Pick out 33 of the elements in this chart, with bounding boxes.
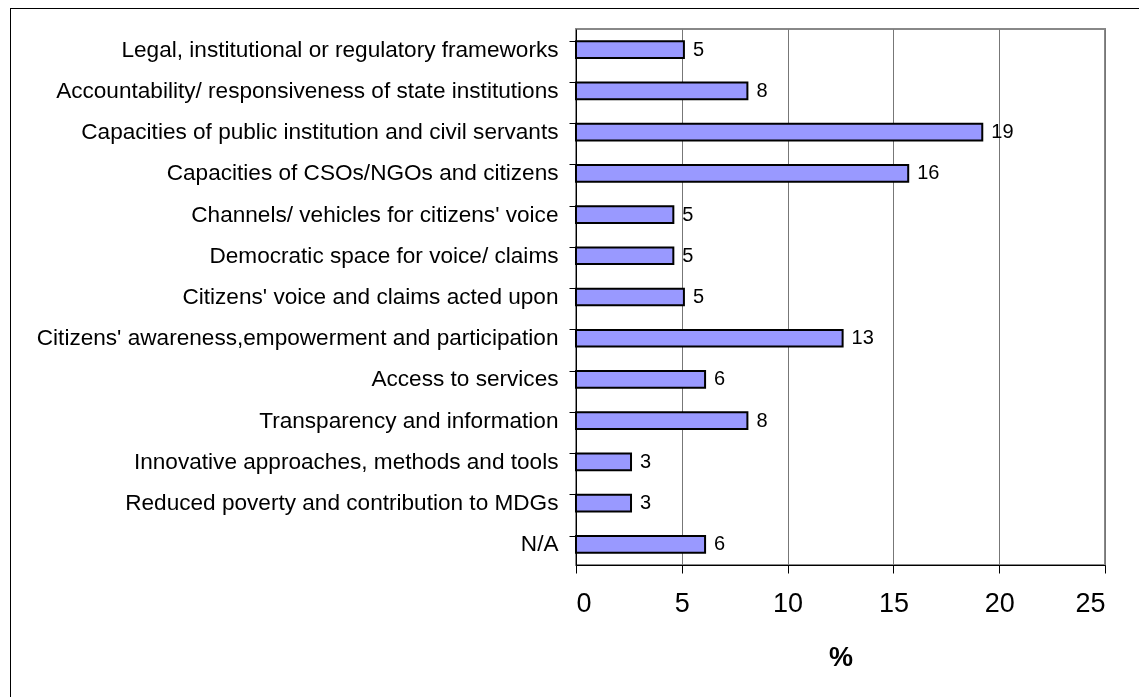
y-tick-label: Transparency and information — [259, 407, 559, 433]
y-tick-label: Access to services — [371, 366, 559, 392]
y-tick-label: Citizens' voice and claims acted upon — [182, 284, 559, 309]
y-tick-label: N/A — [520, 531, 560, 557]
data-label: 19 — [991, 120, 1014, 143]
x-tick-label: 15 — [878, 587, 909, 618]
y-tick-label: Citizens' awareness,empowerment and participation — [36, 325, 559, 351]
y-tick-label: Reduced poverty and contribution to MDGs — [125, 490, 559, 516]
x-tick-label: 5 — [674, 587, 690, 618]
x-tick-label: 25 — [1075, 587, 1106, 618]
x-tick-label: 20 — [984, 587, 1015, 618]
data-label: 13 — [851, 326, 874, 349]
y-tick-label: Democratic space for voice/ claims — [209, 242, 559, 268]
x-tick-label: 10 — [773, 587, 804, 618]
data-label: 8 — [756, 408, 768, 431]
data-label: 5 — [692, 37, 705, 60]
data-label: 3 — [640, 449, 652, 472]
data-label: 6 — [714, 532, 726, 555]
x-tick-label: 0 — [576, 587, 592, 618]
data-label: 8 — [756, 78, 768, 101]
y-tick-label: Legal, institutional or regulatory frameworks — [121, 36, 559, 62]
data-label: 16 — [917, 161, 940, 184]
y-tick-label: Capacities of CSOs/NGOs and citizens — [166, 160, 559, 186]
y-tick-label: Accountability/ responsiveness of state institutions — [56, 77, 559, 103]
y-tick-label: Channels/ vehicles for citizens' voice — [191, 201, 559, 227]
y-tick-label: Capacities of public institution and civil servants — [81, 119, 559, 145]
data-label: 3 — [640, 491, 652, 514]
data-label: 5 — [692, 285, 705, 307]
data-label: 5 — [682, 243, 694, 266]
data-label: 5 — [682, 202, 694, 225]
data-label: 6 — [714, 367, 726, 390]
y-tick-label: Innovative approaches, methods and tools — [133, 448, 559, 474]
x-axis-title: % — [828, 641, 854, 672]
